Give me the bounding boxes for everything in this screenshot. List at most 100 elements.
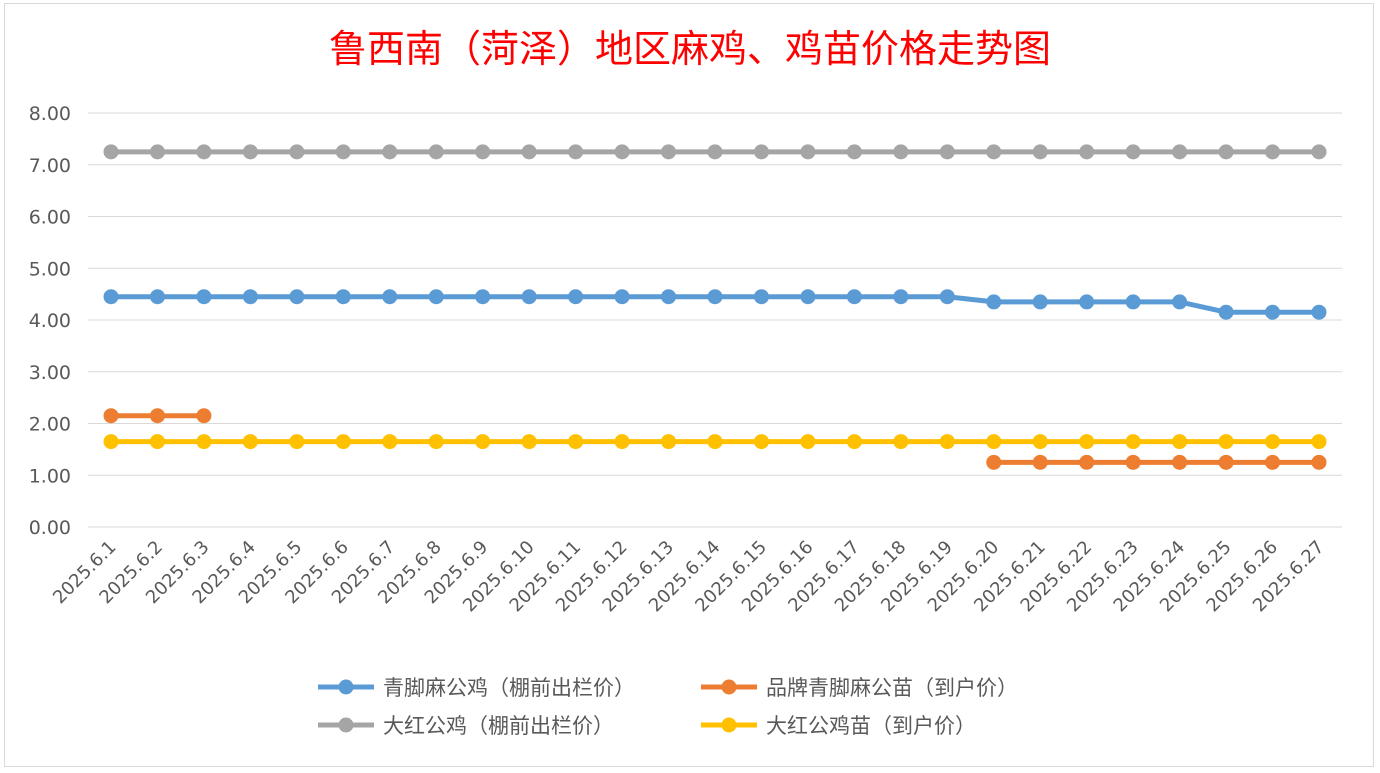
- data-point: [149, 289, 165, 305]
- y-tick-label: 5.00: [29, 258, 71, 280]
- data-point: [242, 434, 258, 450]
- data-point: [149, 434, 165, 450]
- legend-swatch-marker: [338, 717, 354, 733]
- data-point: [1125, 434, 1141, 450]
- y-tick-label: 7.00: [29, 155, 71, 177]
- data-point: [475, 434, 491, 450]
- data-point: [149, 144, 165, 160]
- data-point: [289, 289, 305, 305]
- data-point: [1032, 434, 1048, 450]
- data-point: [753, 144, 769, 160]
- data-point: [196, 434, 212, 450]
- data-point: [428, 144, 444, 160]
- data-point: [242, 289, 258, 305]
- data-point: [753, 289, 769, 305]
- legend-label: 品牌青脚麻公苗（到户价）: [766, 676, 1018, 700]
- data-point: [800, 144, 816, 160]
- data-point: [428, 434, 444, 450]
- data-point: [242, 144, 258, 160]
- data-point: [1265, 304, 1281, 320]
- legend-item: 品牌青脚麻公苗（到户价）: [701, 676, 1018, 700]
- data-point: [1079, 434, 1095, 450]
- data-point: [1311, 304, 1327, 320]
- data-point: [939, 434, 955, 450]
- data-point: [661, 289, 677, 305]
- data-point: [1265, 454, 1281, 470]
- data-point: [707, 289, 723, 305]
- data-point: [475, 144, 491, 160]
- data-point: [103, 289, 119, 305]
- data-point: [1311, 144, 1327, 160]
- data-point: [846, 434, 862, 450]
- legend-label: 大红公鸡（棚前出栏价）: [383, 714, 614, 738]
- data-point: [1032, 294, 1048, 310]
- data-point: [521, 434, 537, 450]
- data-point: [986, 434, 1002, 450]
- data-point: [149, 408, 165, 424]
- legend-label: 青脚麻公鸡（棚前出栏价）: [383, 676, 635, 700]
- data-point: [103, 434, 119, 450]
- data-point: [428, 289, 444, 305]
- series-1: [103, 289, 1327, 320]
- data-point: [614, 144, 630, 160]
- legend: 青脚麻公鸡（棚前出栏价） 品牌青脚麻公苗（到户价） 大红公鸡（棚前出栏价） 大红公鸡苗…: [318, 676, 1018, 738]
- legend-swatch-marker: [721, 717, 737, 733]
- data-point: [1311, 454, 1327, 470]
- chart-frame: [4, 3, 1374, 767]
- data-point: [103, 144, 119, 160]
- data-point: [1172, 294, 1188, 310]
- data-point: [1265, 144, 1281, 160]
- series: [103, 144, 1327, 470]
- data-point: [1218, 434, 1234, 450]
- data-point: [661, 434, 677, 450]
- data-point: [568, 434, 584, 450]
- data-point: [335, 434, 351, 450]
- legend-item: 青脚麻公鸡（棚前出栏价）: [318, 676, 635, 700]
- y-tick-label: 4.00: [29, 310, 71, 332]
- data-point: [614, 434, 630, 450]
- data-point: [335, 289, 351, 305]
- data-point: [382, 144, 398, 160]
- data-point: [103, 408, 119, 424]
- data-point: [1125, 454, 1141, 470]
- legend-swatch-marker: [721, 679, 737, 695]
- y-tick-label: 2.00: [29, 414, 71, 436]
- y-tick-label: 1.00: [29, 465, 71, 487]
- data-point: [893, 289, 909, 305]
- data-point: [196, 289, 212, 305]
- y-axis: 0.00 1.00 2.00 3.00 4.00 5.00 6.00 7.00 8.00: [29, 103, 71, 539]
- data-point: [1172, 454, 1188, 470]
- legend-item: 大红公鸡苗（到户价）: [701, 714, 976, 738]
- data-point: [893, 434, 909, 450]
- data-point: [1079, 294, 1095, 310]
- data-point: [1125, 144, 1141, 160]
- data-point: [1172, 144, 1188, 160]
- data-point: [707, 434, 723, 450]
- legend-label: 大红公鸡苗（到户价）: [766, 714, 976, 738]
- data-point: [800, 289, 816, 305]
- data-point: [568, 144, 584, 160]
- data-point: [893, 144, 909, 160]
- data-point: [707, 144, 723, 160]
- data-point: [800, 434, 816, 450]
- y-tick-label: 8.00: [29, 103, 71, 125]
- data-point: [661, 144, 677, 160]
- series-4: [103, 434, 1327, 450]
- data-point: [289, 434, 305, 450]
- data-point: [986, 144, 1002, 160]
- data-point: [614, 289, 630, 305]
- data-point: [382, 434, 398, 450]
- data-point: [846, 289, 862, 305]
- y-tick-label: 0.00: [29, 517, 71, 539]
- data-point: [753, 434, 769, 450]
- grid: [88, 112, 1342, 528]
- legend-item: 大红公鸡（棚前出栏价）: [318, 714, 614, 738]
- data-point: [1079, 144, 1095, 160]
- data-point: [1218, 454, 1234, 470]
- data-point: [521, 289, 537, 305]
- data-point: [196, 408, 212, 424]
- data-point: [289, 144, 305, 160]
- y-tick-label: 3.00: [29, 362, 71, 384]
- x-axis: 2025.6.12025.6.22025.6.32025.6.42025.6.5…: [49, 537, 1329, 617]
